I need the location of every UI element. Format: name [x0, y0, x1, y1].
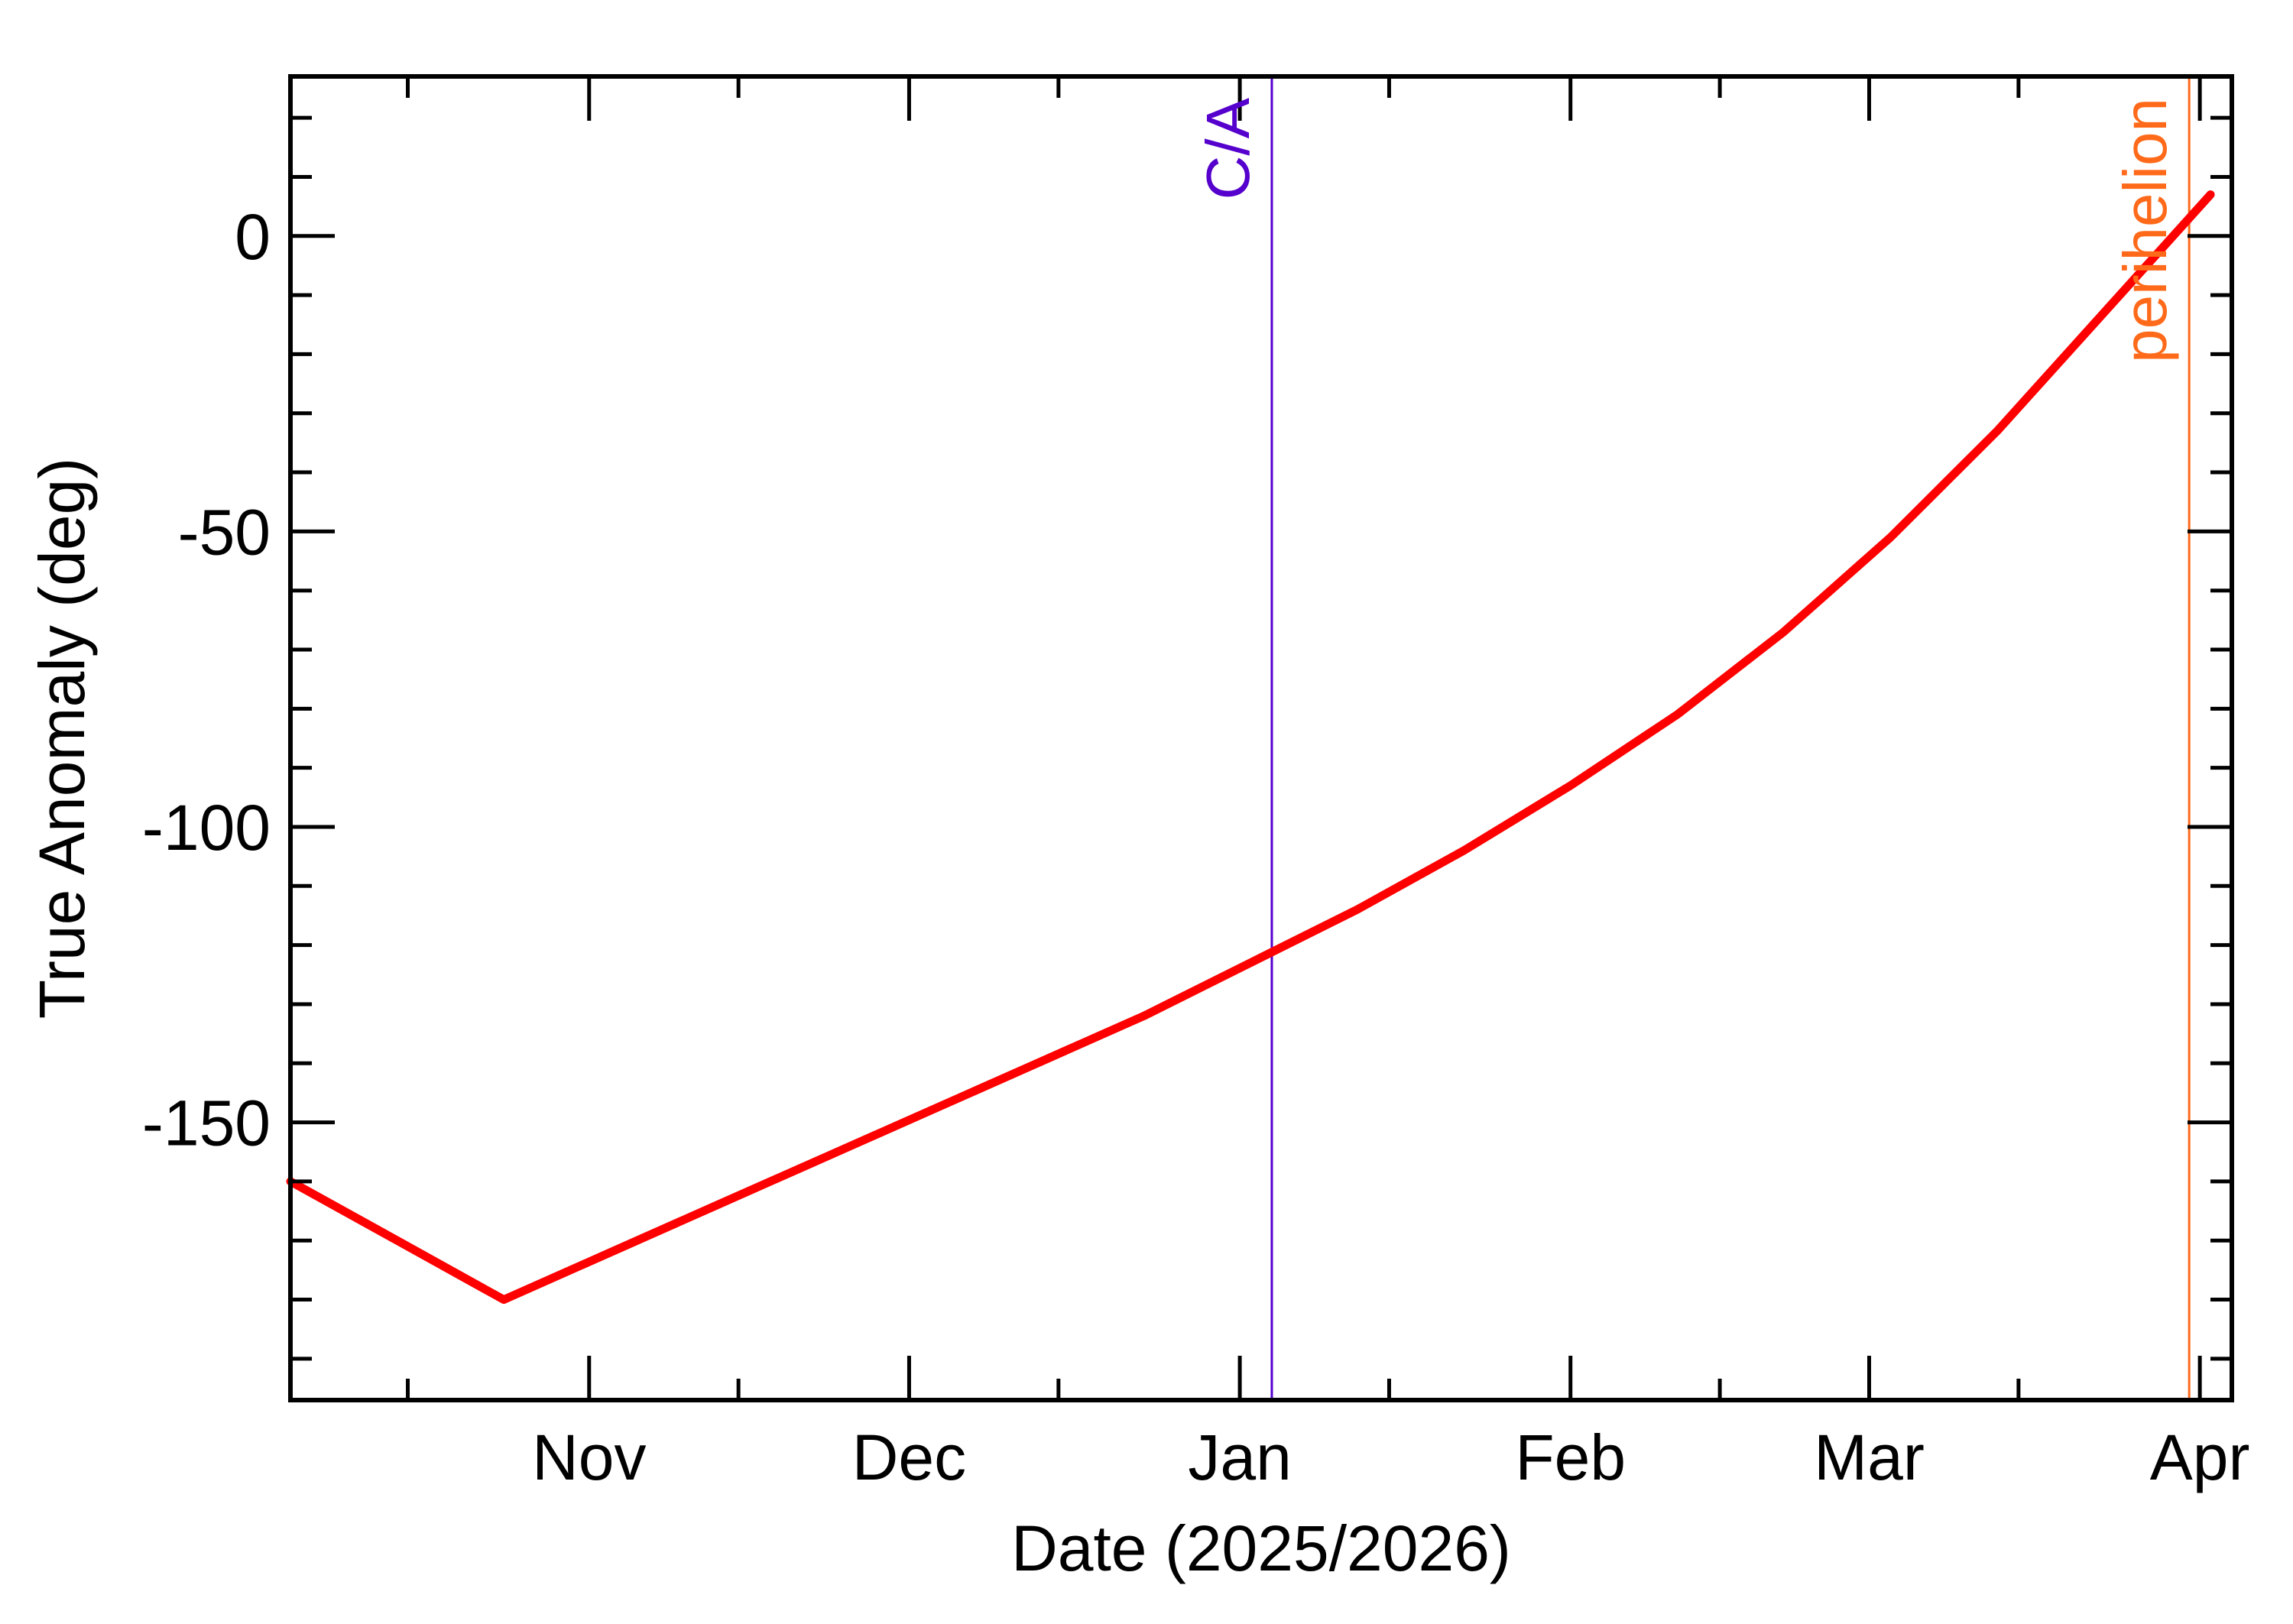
y-tick-label: -50 — [178, 496, 271, 568]
series-line-true-anomaly — [286, 190, 2215, 1305]
plot-frame — [288, 74, 2234, 1402]
y-tick-label: -150 — [142, 1088, 271, 1159]
marker-label-ca: C/A — [1194, 97, 1262, 199]
x-tick-label: Feb — [1515, 1421, 1626, 1493]
marker-lines — [1270, 76, 2191, 1400]
tick-labels-layer: Nov Dec Jan Feb Mar Apr 0 -50 -100 -150 — [142, 201, 2250, 1493]
ticks-layer — [290, 76, 2232, 1400]
x-tick-label: Jan — [1188, 1421, 1291, 1493]
x-axis-title: Date (2025/2026) — [1011, 1512, 1511, 1584]
x-tick-label: Apr — [2150, 1421, 2250, 1493]
y-tick-label: 0 — [235, 201, 271, 273]
series-layer — [286, 190, 2215, 1305]
y-tick-label: -100 — [142, 792, 271, 864]
x-tick-label: Nov — [532, 1421, 646, 1493]
y-axis-title: True Anomaly (deg) — [26, 458, 98, 1019]
x-tick-label: Dec — [852, 1421, 966, 1493]
marker-labels-layer: C/A perihelion — [1194, 97, 2179, 363]
x-tick-label: Mar — [1814, 1421, 1925, 1493]
marker-label-perihelion: perihelion — [2111, 98, 2179, 363]
